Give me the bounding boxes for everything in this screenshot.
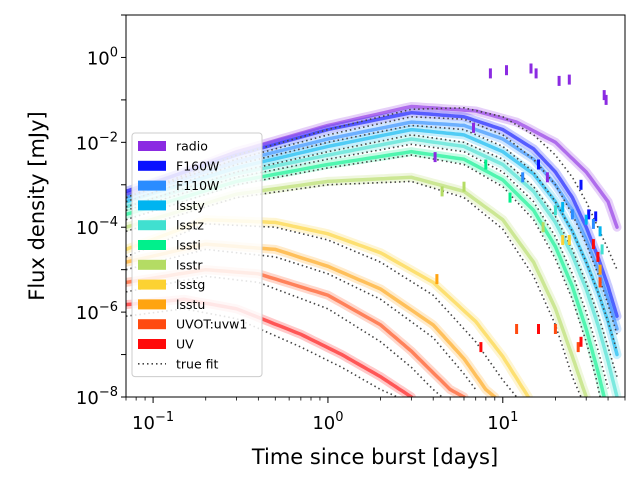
x-tick-label: 101: [487, 410, 518, 434]
legend-label: F160W: [176, 158, 219, 173]
true-fit-radio: [126, 106, 618, 271]
observation-lsstr-1: [462, 181, 466, 192]
observation-f110w-0: [521, 172, 525, 183]
observation-radio-10: [604, 94, 608, 105]
observation-uv-3: [591, 239, 595, 250]
legend: radio F160W F110W lssty lsstz lssti lsstr lsstg…: [131, 132, 263, 378]
y-tick-label: 100: [87, 45, 118, 69]
legend-swatch: [138, 180, 166, 191]
observation-lsstr-0: [440, 186, 444, 197]
x-axis: 10−1 100 101: [125, 397, 626, 434]
x-axis-label: Time since burst [days]: [251, 445, 498, 469]
observation-f110w-1: [570, 209, 574, 220]
observations: [433, 63, 608, 353]
legend-swatch: [138, 200, 166, 211]
observation-lsstz-1: [600, 244, 604, 255]
observation-uv-2: [579, 336, 583, 347]
y-tick-label: 10−2: [76, 130, 118, 154]
true-fit-lssti: [126, 154, 601, 397]
observation-radio-6: [545, 172, 549, 183]
legend-swatch: [138, 319, 166, 330]
observation-f160w-2: [587, 209, 591, 220]
legend-label: lsstr: [176, 257, 203, 272]
model-line-lsstr: [126, 175, 588, 397]
model-line-lssti: [126, 149, 606, 397]
observation-lsstu-0: [435, 274, 439, 285]
observation-lssty-0: [561, 202, 565, 212]
legend-swatch: [138, 299, 166, 310]
legend-label: lssty: [176, 198, 205, 213]
observation-uv-4: [596, 251, 600, 262]
legend-swatch: [138, 220, 166, 231]
observation-radio-3: [505, 65, 508, 76]
observation-uvot-uvw1-0: [515, 324, 519, 334]
y-tick-label: 10−4: [76, 215, 118, 239]
observation-f160w-1: [579, 179, 583, 190]
true-fit-f160w: [126, 115, 618, 335]
legend-label: lsstz: [176, 218, 204, 233]
observation-f160w-0: [537, 159, 540, 170]
legend-swatch: [138, 259, 166, 270]
legend-label: lsstg: [176, 277, 205, 292]
y-axis-label: Flux density [mJy]: [25, 111, 49, 300]
legend-label: UV: [176, 337, 194, 352]
legend-label: lsstu: [176, 297, 205, 312]
legend-swatch: [138, 279, 166, 290]
observation-lsstr-2: [541, 222, 545, 233]
legend-swatch: [138, 339, 166, 349]
true-fit-f110w: [126, 124, 618, 352]
legend-label: F110W: [176, 178, 219, 193]
observation-radio-4: [529, 63, 533, 74]
observation-f160w-3: [594, 211, 598, 222]
observation-lssti-0: [484, 159, 488, 170]
legend-label-true-fit: true fit: [176, 356, 219, 371]
legend-swatch: [138, 240, 166, 250]
observation-uv-0: [479, 342, 483, 353]
observation-radio-2: [488, 68, 492, 79]
observation-uv-1: [537, 324, 540, 334]
legend-swatch: [138, 141, 166, 151]
legend-label: lssti: [176, 238, 201, 253]
y-axis: 100 10−2 10−4 10−6 10−8: [76, 14, 126, 409]
observation-lssty-2: [598, 226, 602, 237]
observation-uvot-uvw1-1: [553, 324, 557, 334]
legend-box: [131, 132, 263, 378]
observation-radio-7: [557, 75, 561, 86]
y-tick-label: 10−8: [76, 385, 118, 409]
observation-radio-8: [567, 74, 571, 85]
observation-lsstu-1: [598, 264, 602, 275]
observation-lsstz-0: [553, 205, 557, 216]
observation-radio-5: [534, 68, 538, 79]
observation-lsstg-1: [567, 235, 571, 245]
model-line-radio: [126, 104, 619, 229]
model-line-f110w: [126, 120, 619, 331]
observation-radio-0: [433, 152, 437, 163]
legend-label: radio: [176, 139, 208, 154]
observation-radio-1: [472, 122, 475, 133]
x-tick-label: 100: [312, 410, 343, 434]
observation-f110w-2: [591, 218, 595, 229]
x-tick-label: 10−1: [132, 410, 174, 434]
model-line-lsstz: [126, 137, 619, 397]
plot-frame: [125, 14, 626, 398]
observation-uvot-uvw1-2: [576, 342, 580, 353]
observation-radio-9: [602, 90, 606, 101]
observation-uvot-uvw1-3: [598, 277, 602, 288]
observation-lssti-1: [508, 192, 512, 203]
legend-swatch: [138, 160, 166, 171]
observation-lssty-1: [584, 214, 588, 225]
y-tick-label: 10−6: [76, 300, 118, 324]
observation-lsstg-0: [561, 235, 565, 245]
model-curves: [126, 101, 622, 397]
legend-label: UVOT:uvw1: [176, 317, 247, 332]
